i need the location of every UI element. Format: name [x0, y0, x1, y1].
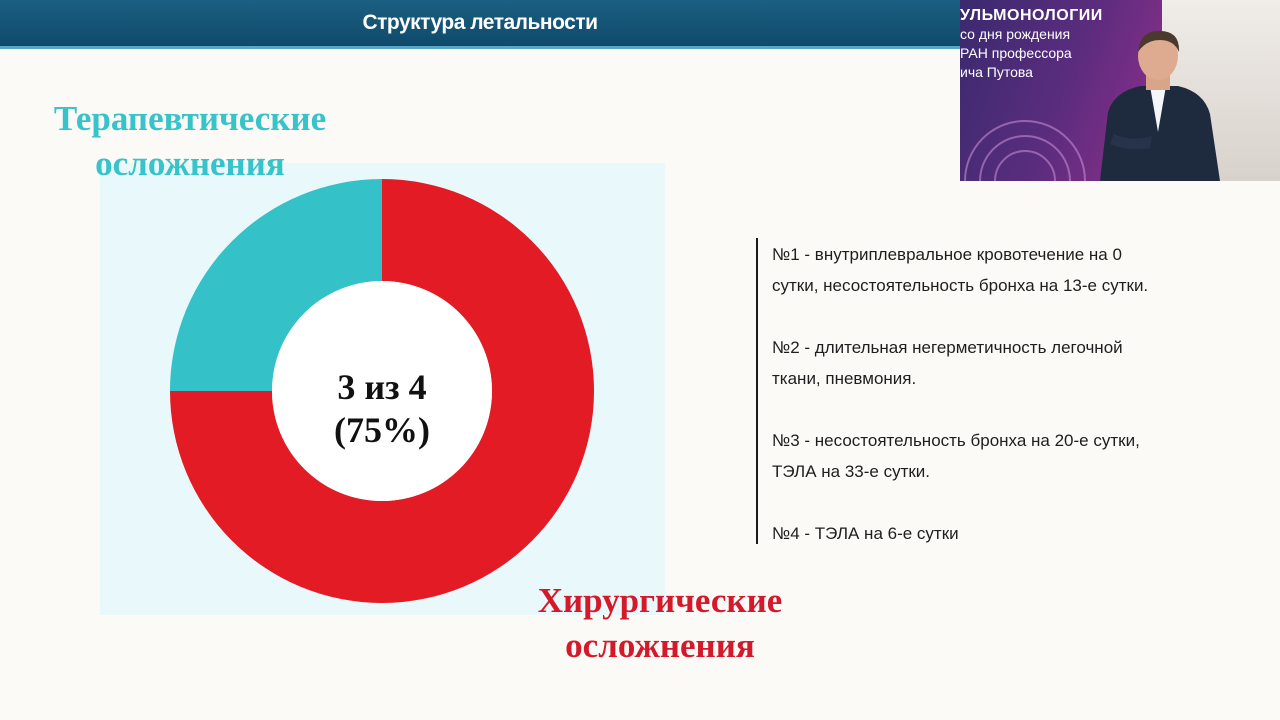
case-note-1-line-2: сутки, несостоятельность бронха на 13-е …: [772, 276, 1149, 295]
surgical-label-line-1: Хирургические: [537, 581, 783, 620]
case-note-3-line-1: №3 - несостоятельность бронха на 20-е су…: [772, 431, 1140, 450]
surgical-complications-label: Хирургические осложнения: [480, 578, 840, 668]
speaker-webcam: УЛЬМОНОЛОГИИ со дня рождения РАН професс…: [960, 0, 1280, 181]
slide-title-bar: Структура летальности: [0, 0, 960, 49]
case-notes: №1 - внутриплевральное кровотечение на 0…: [756, 238, 1226, 544]
case-note-2-line-2: ткани, пневмония.: [772, 369, 917, 388]
center-label-line-2: (75%): [334, 410, 430, 450]
banner-line-2: со дня рождения: [960, 26, 1071, 42]
donut-chart: [170, 179, 594, 603]
case-note-3-line-2: ТЭЛА на 33-е сутки.: [772, 462, 931, 481]
case-note-4-line-1: №4 - ТЭЛА на 6-е сутки: [772, 524, 959, 543]
chart-area: [100, 163, 665, 615]
case-note-1-line-1: №1 - внутриплевральное кровотечение на 0: [772, 245, 1122, 264]
center-label-line-1: 3 из 4: [337, 367, 427, 407]
banner-line-4: ича Путова: [960, 64, 1033, 80]
donut-slice-therapeutic: [170, 179, 382, 391]
speaker-figure: [1100, 30, 1220, 181]
therapeutic-complications-label: Терапевтические осложнения: [10, 96, 370, 186]
slide-title: Структура летальности: [362, 11, 598, 34]
donut-center-label: 3 из 4 (75%): [296, 366, 468, 452]
case-note-4: №4 - ТЭЛА на 6-е сутки: [772, 517, 1226, 549]
case-note-3: №3 - несостоятельность бронха на 20-е су…: [772, 424, 1226, 487]
case-note-2-line-1: №2 - длительная негерметичность легочной: [772, 338, 1123, 357]
donut-slice-surgical: [170, 179, 594, 603]
therapeutic-label-line-2: осложнения: [95, 144, 285, 183]
banner-arcs-decoration: [964, 120, 1086, 181]
event-banner: УЛЬМОНОЛОГИИ со дня рождения РАН професс…: [960, 6, 1160, 82]
donut-hole: [272, 281, 492, 501]
banner-line-3: РАН профессора: [960, 45, 1072, 61]
therapeutic-label-line-1: Терапевтические: [53, 99, 327, 138]
surgical-label-line-2: осложнения: [565, 626, 755, 665]
case-note-1: №1 - внутриплевральное кровотечение на 0…: [772, 238, 1226, 301]
banner-line-1: УЛЬМОНОЛОГИИ: [960, 7, 1103, 24]
case-note-2: №2 - длительная негерметичность легочной…: [772, 331, 1226, 394]
